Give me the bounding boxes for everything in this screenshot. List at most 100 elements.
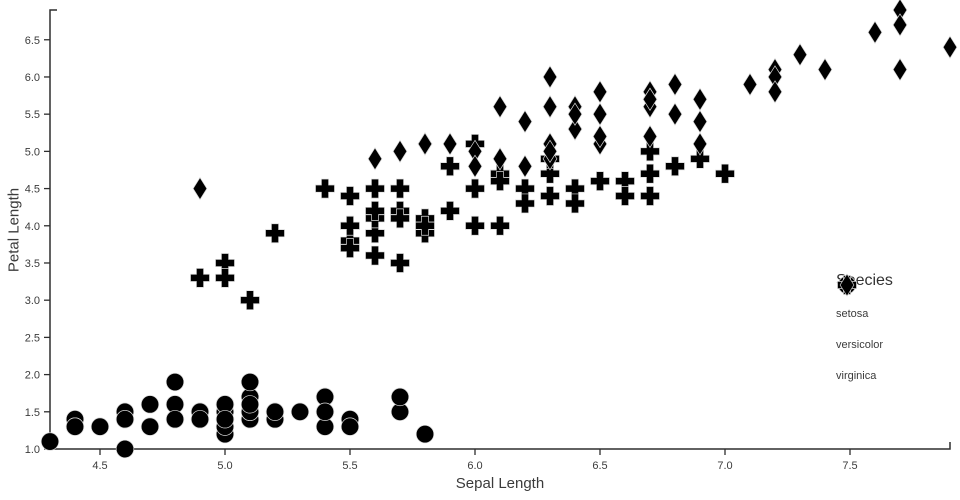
data-point <box>465 178 485 199</box>
data-point <box>440 201 460 221</box>
data-point <box>265 223 285 244</box>
legend: Species setosa versicolor virginica <box>836 272 893 395</box>
data-point <box>515 178 535 199</box>
y-tick-label: 4.5 <box>25 184 40 196</box>
data-point <box>392 139 408 164</box>
legend-item-setosa: setosa <box>836 275 893 326</box>
data-point <box>565 178 585 199</box>
data-point <box>692 109 708 134</box>
data-point <box>640 163 660 184</box>
data-point <box>390 253 410 273</box>
data-point <box>465 215 485 236</box>
data-point <box>615 186 635 206</box>
data-point <box>290 402 310 421</box>
data-point <box>492 147 508 171</box>
data-point <box>667 102 683 126</box>
data-point <box>640 186 660 206</box>
data-point <box>867 20 883 44</box>
data-point <box>665 156 685 177</box>
data-point <box>340 417 360 436</box>
data-point <box>542 65 558 89</box>
data-point <box>517 154 533 178</box>
data-point <box>817 57 833 82</box>
data-point <box>340 238 360 258</box>
data-point <box>65 417 85 436</box>
data-point <box>767 80 783 104</box>
data-point <box>590 171 610 191</box>
data-point <box>140 417 160 436</box>
data-point <box>542 139 558 164</box>
x-tick-label: 6.5 <box>592 460 607 472</box>
legend-item-label: setosa <box>836 308 869 320</box>
data-point <box>565 193 585 214</box>
data-point <box>215 410 235 429</box>
y-tick-label: 1.0 <box>25 444 40 456</box>
y-tick-label: 2.0 <box>25 370 40 382</box>
series-setosa <box>40 372 435 459</box>
data-point <box>892 57 908 82</box>
data-point <box>592 124 608 149</box>
y-tick-label: 5.0 <box>25 146 40 158</box>
data-point <box>642 87 658 111</box>
series-virginica <box>192 0 958 201</box>
x-tick-label: 5.0 <box>217 460 232 472</box>
data-point <box>467 154 483 178</box>
data-point <box>240 395 260 414</box>
data-point <box>517 109 533 134</box>
data-point <box>567 102 583 126</box>
legend-item-label: virginica <box>836 370 877 382</box>
data-point <box>365 245 385 266</box>
data-point <box>215 253 235 273</box>
y-tick-label: 6.5 <box>25 35 40 47</box>
x-tick-label: 4.5 <box>92 460 107 472</box>
x-tick-label: 5.5 <box>342 460 357 472</box>
legend-item-versicolor: versicolor <box>836 275 893 357</box>
data-point <box>390 208 410 229</box>
data-point <box>440 156 460 177</box>
data-point <box>742 72 758 97</box>
y-tick-label: 3.0 <box>25 295 40 307</box>
x-tick-label: 6.0 <box>467 460 482 472</box>
y-axis-line <box>49 9 57 449</box>
data-point <box>642 124 658 149</box>
data-point <box>165 372 185 392</box>
data-point <box>215 268 235 288</box>
data-point <box>390 387 410 407</box>
x-axis-line <box>50 442 951 450</box>
data-point <box>692 87 708 111</box>
data-point <box>567 117 583 141</box>
data-point <box>340 215 360 236</box>
data-point <box>165 410 185 429</box>
data-point <box>515 193 535 214</box>
data-point <box>365 178 385 199</box>
data-point <box>340 186 360 206</box>
data-point <box>592 102 608 126</box>
data-point <box>492 95 508 119</box>
data-point <box>365 201 385 221</box>
data-point <box>839 273 855 297</box>
x-tick-label: 7.0 <box>717 460 732 472</box>
data-point <box>692 132 708 156</box>
data-point <box>715 163 735 184</box>
y-tick-label: 3.5 <box>25 258 40 270</box>
data-point <box>115 410 135 429</box>
data-point <box>942 35 958 59</box>
legend-item-virginica: virginica <box>836 273 893 388</box>
data-point <box>892 13 908 37</box>
y-tick-label: 4.0 <box>25 221 40 233</box>
data-point <box>240 290 260 311</box>
x-axis-label: Sepal Length <box>455 475 545 492</box>
data-point <box>115 439 135 459</box>
data-point <box>490 215 510 236</box>
data-point <box>190 268 210 288</box>
data-point <box>792 42 808 67</box>
x-tick-label: 7.5 <box>842 460 857 472</box>
y-tick-label: 1.5 <box>25 407 40 419</box>
data-point <box>667 72 683 97</box>
data-point <box>592 80 608 104</box>
data-point <box>615 171 635 191</box>
data-point <box>367 147 383 171</box>
data-point <box>415 215 435 236</box>
